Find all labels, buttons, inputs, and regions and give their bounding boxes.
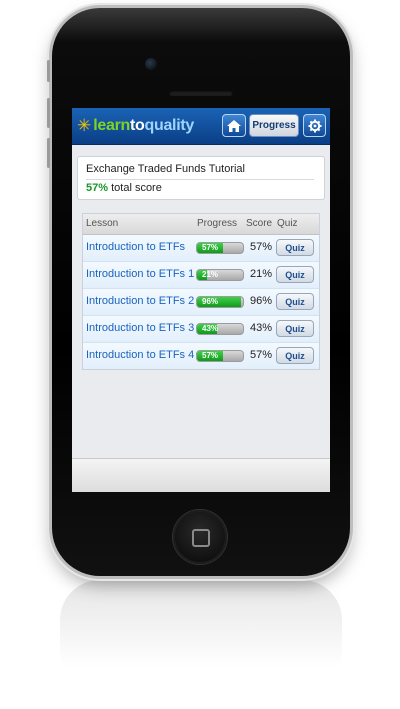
progress-bar-label: 57% [202,351,219,360]
lessons-table: Lesson Progress Score Quiz Introduction … [82,213,320,370]
mute-switch [47,60,50,82]
volume-up-button [47,98,50,128]
progress-bar-fill [197,243,224,253]
app-header: ✳ learntoquality Progress [72,108,330,145]
table-row: Introduction to ETFs 3 43% 43% Quiz [83,316,319,343]
lesson-link[interactable]: Introduction to ETFs 2 [86,295,195,307]
progress-bar: 57% [196,350,244,362]
lesson-score: 96% [250,295,273,307]
bottom-toolbar [72,458,330,492]
progress-bar: 43% [196,323,244,335]
progress-bar-label: 43% [202,324,219,333]
header-progress: Progress [197,218,238,229]
volume-down-button [47,138,50,168]
sun-star-icon: ✳ [77,116,92,135]
header-score: Score [246,218,273,229]
progress-bar-label: 57% [202,243,219,252]
progress-bar-fill [197,270,207,280]
settings-button[interactable] [303,114,326,137]
table-header: Lesson Progress Score Quiz [83,214,319,235]
home-button[interactable] [222,114,246,137]
header-lesson: Lesson [86,218,119,229]
table-row: Introduction to ETFs 57% 57% Quiz [83,235,319,262]
front-camera [145,58,157,70]
progress-bar-label: 21% [202,270,219,279]
lesson-link[interactable]: Introduction to ETFs 1 [86,268,195,280]
total-score-label: total score [111,182,162,194]
table-row: Introduction to ETFs 4 57% 57% Quiz [83,343,319,369]
home-hardware-button[interactable] [173,510,227,564]
lesson-link[interactable]: Introduction to ETFs 4 [86,349,195,361]
lesson-score: 21% [250,268,273,280]
progress-bar-label: 96% [202,297,219,306]
lesson-link[interactable]: Introduction to ETFs 3 [86,322,195,334]
quiz-button[interactable]: Quiz [276,266,314,283]
total-score-percent: 57% [86,182,109,194]
quiz-button[interactable]: Quiz [276,239,314,256]
lesson-score: 43% [250,322,273,334]
gear-icon [308,119,321,132]
earpiece-speaker [169,90,233,96]
lesson-score: 57% [250,349,273,361]
quiz-button[interactable]: Quiz [276,320,314,337]
header-quiz: Quiz [277,218,298,229]
table-row: Introduction to ETFs 1 21% 21% Quiz [83,262,319,289]
tutorial-summary-card: Exchange Traded Funds Tutorial 57% total… [77,156,325,200]
home-icon [227,119,241,132]
progress-bar-fill [197,351,224,361]
lesson-score: 57% [250,241,273,253]
home-square-icon [192,529,210,547]
learntoquality-logo: ✳ learntoquality [77,116,194,136]
quiz-button[interactable]: Quiz [276,347,314,364]
progress-button[interactable]: Progress [249,114,299,137]
progress-bar: 57% [196,242,244,254]
progress-bar-fill [197,297,242,307]
lesson-link[interactable]: Introduction to ETFs [86,241,186,253]
tutorial-title: Exchange Traded Funds Tutorial [86,163,314,180]
total-score: 57% total score [86,182,162,194]
quiz-button[interactable]: Quiz [276,293,314,310]
progress-bar: 96% [196,296,244,308]
progress-bar-fill [197,324,217,334]
app-screen: ✳ learntoquality Progress Exchange Tr [72,108,330,492]
logo-text: learntoquality [93,117,194,134]
table-row: Introduction to ETFs 2 96% 96% Quiz [83,289,319,316]
progress-bar: 21% [196,269,244,281]
device-reflection [60,580,342,690]
